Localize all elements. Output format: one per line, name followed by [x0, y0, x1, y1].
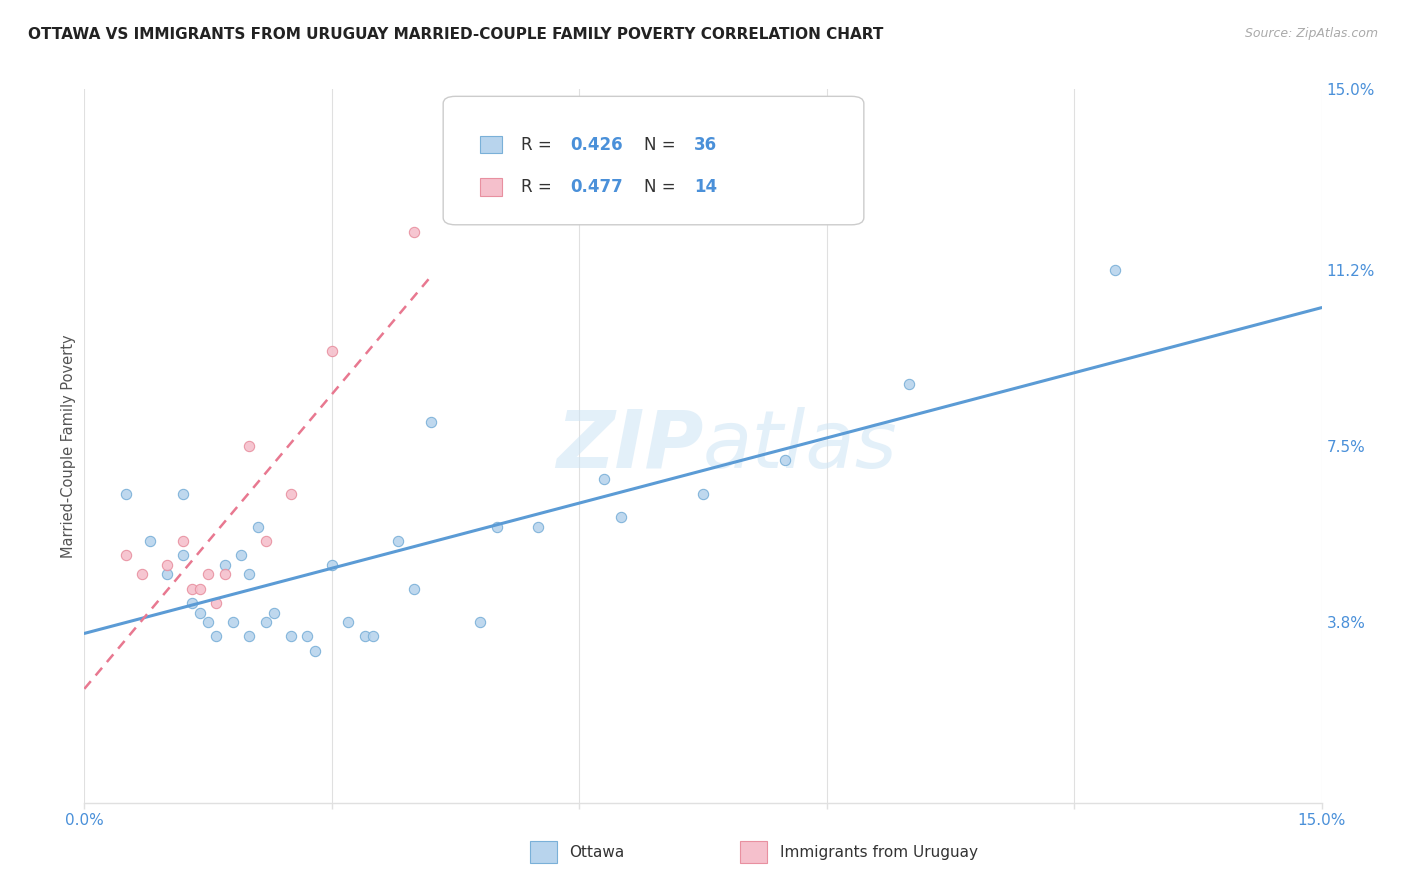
Text: 0.426: 0.426 [569, 136, 623, 153]
Text: atlas: atlas [703, 407, 898, 485]
Bar [481, 178, 502, 196]
Bar [481, 136, 502, 153]
Point [470, 615, 492, 629]
Bar [740, 840, 768, 863]
Point [404, 225, 426, 239]
Text: Ottawa: Ottawa [569, 845, 624, 860]
Point [205, 596, 228, 610]
Point [188, 606, 211, 620]
Text: ZIP: ZIP [555, 407, 703, 485]
Point [131, 567, 153, 582]
Text: N =: N = [644, 178, 681, 196]
Point [139, 534, 162, 549]
Point [321, 343, 343, 358]
Point [775, 453, 797, 467]
Text: R =: R = [520, 136, 557, 153]
Bar [530, 840, 557, 863]
Text: 36: 36 [693, 136, 717, 153]
Point [321, 558, 343, 572]
Text: R =: R = [520, 178, 557, 196]
Point [593, 472, 616, 486]
Point [304, 643, 326, 657]
Point [238, 567, 260, 582]
Point [361, 629, 384, 643]
Point [353, 629, 375, 643]
Point [156, 558, 179, 572]
Point [280, 486, 302, 500]
Point [485, 520, 508, 534]
Point [222, 615, 245, 629]
Text: OTTAWA VS IMMIGRANTS FROM URUGUAY MARRIED-COUPLE FAMILY POVERTY CORRELATION CHAR: OTTAWA VS IMMIGRANTS FROM URUGUAY MARRIE… [28, 27, 883, 42]
Point [172, 486, 194, 500]
Point [254, 615, 277, 629]
Point [114, 486, 136, 500]
Point [238, 629, 260, 643]
Point [188, 582, 211, 596]
Text: Source: ZipAtlas.com: Source: ZipAtlas.com [1244, 27, 1378, 40]
Point [692, 486, 714, 500]
Point [180, 582, 202, 596]
Point [419, 415, 441, 429]
Point [609, 510, 631, 524]
Point [1104, 263, 1126, 277]
Point [156, 567, 179, 582]
Point [527, 520, 550, 534]
Point [197, 567, 219, 582]
Point [214, 567, 236, 582]
Point [254, 534, 277, 549]
Text: N =: N = [644, 136, 681, 153]
Point [246, 520, 269, 534]
Point [404, 582, 426, 596]
Point [263, 606, 285, 620]
Point [337, 615, 360, 629]
Point [205, 629, 228, 643]
FancyBboxPatch shape [443, 96, 863, 225]
Point [214, 558, 236, 572]
Point [180, 596, 202, 610]
Point [197, 615, 219, 629]
Point [172, 534, 194, 549]
Text: 14: 14 [693, 178, 717, 196]
Point [229, 549, 252, 563]
Point [280, 629, 302, 643]
Y-axis label: Married-Couple Family Poverty: Married-Couple Family Poverty [60, 334, 76, 558]
Point [387, 534, 409, 549]
Point [898, 377, 921, 392]
Point [114, 549, 136, 563]
Point [172, 549, 194, 563]
Point [238, 439, 260, 453]
Text: 0.477: 0.477 [569, 178, 623, 196]
Point [295, 629, 318, 643]
Text: Immigrants from Uruguay: Immigrants from Uruguay [780, 845, 977, 860]
